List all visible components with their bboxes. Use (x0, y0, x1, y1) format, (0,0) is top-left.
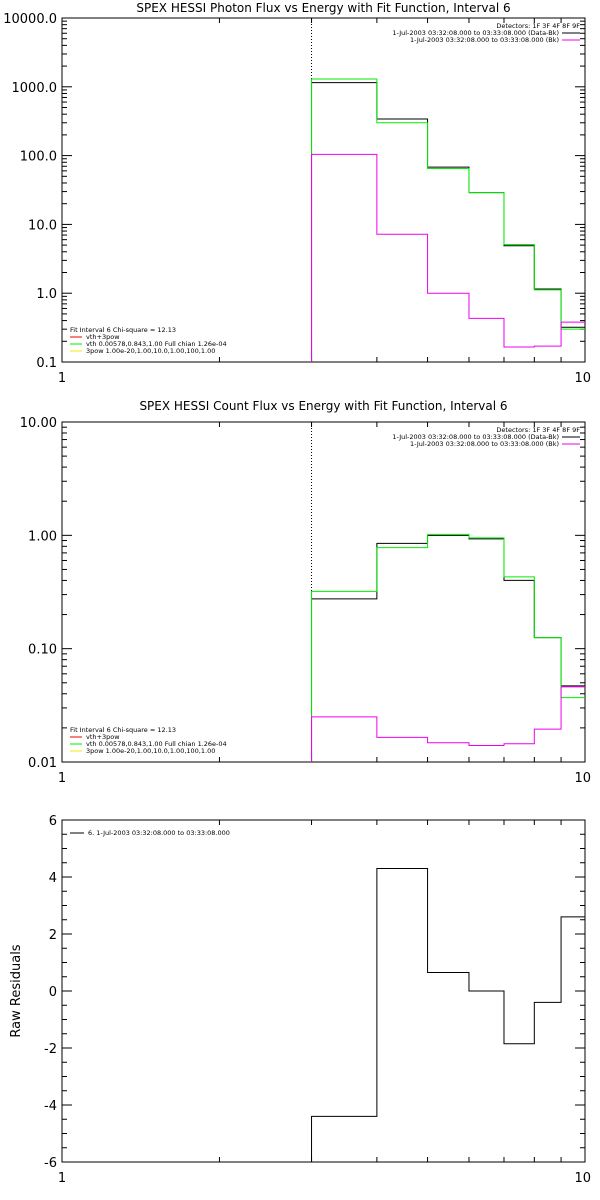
legend-entry-label: vth 0.00578,0.843,1.00 Full chian 1.26e-… (86, 340, 227, 348)
series-line (311, 533, 585, 762)
plot-frame (61, 819, 586, 1163)
series-1 (311, 534, 585, 762)
legend-title: Detectors: 1F 3F 4F 8F 9F (496, 426, 580, 434)
y-tick-label: -2 (44, 1042, 57, 1057)
y-tick-label: 0.1 (36, 356, 57, 371)
legend-entry-label: 3pow 1.00e-20,1.00,10.0,1.00,100,1.00 (86, 347, 215, 355)
x-tick-label: 1 (58, 771, 66, 786)
legend-entry-label: 3pow 1.00e-20,1.00,10.0,1.00,100,1.00 (86, 747, 215, 755)
y-tick-label: 2 (49, 928, 57, 943)
y-tick-label: 1.0 (36, 287, 57, 302)
legend-title: Fit Interval 6 Chi-square = 12.13 (70, 326, 176, 334)
y-tick-label: 0 (49, 985, 57, 1000)
x-tick-label: 10 (574, 1171, 591, 1186)
y-tick-label: 10.0 (28, 218, 57, 233)
plot-frame (61, 421, 586, 763)
series-2 (311, 533, 585, 762)
y-tick-label: 0.01 (28, 756, 57, 771)
plot-frame (61, 17, 586, 363)
series-1 (311, 867, 585, 1162)
legend-top: Detectors: 1F 3F 4F 8F 9F1-Jul-2003 03:3… (392, 22, 580, 44)
series-line (311, 82, 585, 362)
y-tick-label: 1.00 (28, 529, 57, 544)
legend-entry-label: vth 0.00578,0.843,1.00 Full chian 1.26e-… (86, 740, 227, 748)
y-tick-label: 100.0 (20, 150, 57, 165)
x-tick-label: 1 (58, 1171, 66, 1186)
series-1 (311, 82, 585, 362)
y-tick-label: 10000.0 (3, 12, 57, 27)
legend-title: Fit Interval 6 Chi-square = 12.13 (70, 726, 176, 734)
chart-title: SPEX HESSI Count Flux vs Energy with Fit… (139, 399, 507, 413)
x-tick-label: 10 (574, 371, 591, 386)
plot-area (311, 18, 585, 362)
y-tick-label: 6 (49, 814, 57, 829)
plot-area (311, 422, 585, 762)
series-line (311, 153, 585, 362)
chart-panel-2: SPEX HESSI Count Flux vs Energy with Fit… (20, 399, 591, 786)
chart-panel-1: SPEX HESSI Photon Flux vs Energy with Fi… (3, 1, 591, 386)
legend-entry-label: vth+3pow (86, 733, 120, 741)
series-line (311, 867, 585, 1162)
y-tick-label: 10.00 (20, 416, 57, 431)
y-tick-label: 1000.0 (12, 81, 58, 96)
series-line (311, 686, 585, 762)
y-tick-label: -4 (44, 1099, 57, 1114)
legend-title: Detectors: 1F 3F 4F 8F 9F (496, 22, 580, 30)
legend-top: Detectors: 1F 3F 4F 8F 9F1-Jul-2003 03:3… (392, 426, 580, 448)
y-axis-label: Raw Residuals (9, 944, 24, 1037)
legend-entry-label: vth+3pow (86, 333, 120, 341)
legend-entry-label: 6. 1-Jul-2003 03:32:08.000 to 03:33:08.0… (88, 829, 230, 837)
series-line (311, 534, 585, 762)
series-3 (311, 686, 585, 762)
x-tick-label: 1 (58, 371, 66, 386)
x-tick-label: 10 (574, 771, 591, 786)
chart-panel-3: Raw Residuals 1 10 -6 -4 -2 0 2 4 6 6. 1-Jul-2003 … (9, 814, 591, 1186)
y-tick-label: -6 (44, 1156, 57, 1171)
series-3 (311, 153, 585, 362)
legend-entry-label: 1-Jul-2003 03:32:08.000 to 03:33:08.000 … (392, 29, 559, 37)
y-tick-label: 4 (49, 871, 57, 886)
series-line (311, 78, 585, 362)
legend-bottom: Fit Interval 6 Chi-square = 12.13vth+3po… (70, 726, 227, 755)
legend-entry-label: 1-Jul-2003 03:32:08.000 to 03:33:08.000 … (410, 36, 559, 44)
chart-title: SPEX HESSI Photon Flux vs Energy with Fi… (136, 1, 510, 15)
legend-top: 6. 1-Jul-2003 03:32:08.000 to 03:33:08.0… (70, 829, 230, 837)
legend-bottom: Fit Interval 6 Chi-square = 12.13vth+3po… (70, 326, 227, 355)
legend-entry-label: 1-Jul-2003 03:32:08.000 to 03:33:08.000 … (392, 433, 559, 441)
legend-entry-label: 1-Jul-2003 03:32:08.000 to 03:33:08.000 … (410, 440, 559, 448)
y-tick-label: 0.10 (28, 643, 57, 658)
plot-area (311, 867, 585, 1162)
series-2 (311, 78, 585, 362)
